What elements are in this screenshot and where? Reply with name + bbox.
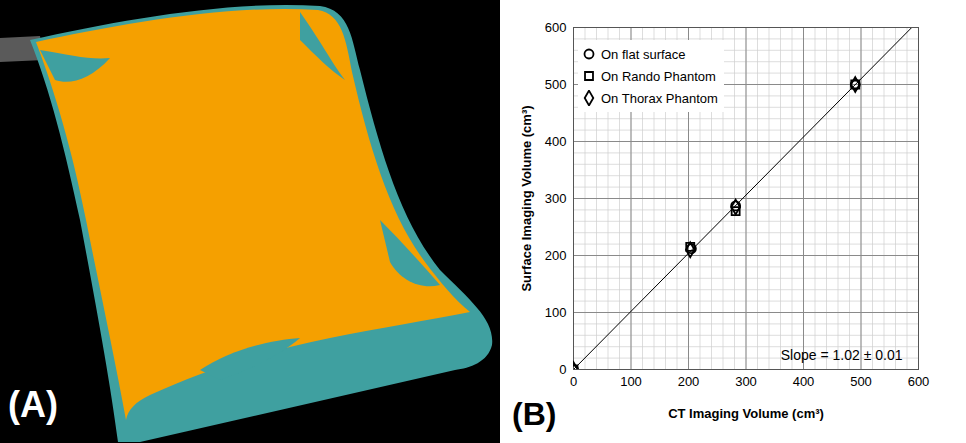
svg-text:200: 200 (678, 374, 700, 389)
svg-text:300: 300 (545, 191, 567, 206)
svg-text:500: 500 (545, 77, 567, 92)
html-text:On flat surface: On flat surface (601, 46, 686, 62)
svg-text:300: 300 (735, 374, 757, 389)
svg-text:0: 0 (570, 374, 577, 389)
html-text:On Rando Phantom: On Rando Phantom (601, 68, 716, 84)
svg-text:Slope = 1.02 ± 0.01: Slope = 1.02 ± 0.01 (781, 347, 903, 363)
svg-text:Surface Imaging Volume (cm³): Surface Imaging Volume (cm³) (519, 105, 534, 291)
svg-text:100: 100 (620, 374, 642, 389)
svg-text:0: 0 (559, 362, 566, 377)
svg-text:600: 600 (545, 20, 567, 35)
svg-text:400: 400 (793, 374, 815, 389)
html-text:(A): (A) (8, 384, 58, 425)
svg-text:500: 500 (850, 374, 872, 389)
svg-text:100: 100 (545, 305, 567, 320)
html-text:On Thorax Phantom: On Thorax Phantom (601, 90, 718, 106)
svg-text:600: 600 (908, 374, 930, 389)
html-text:(B): (B) (512, 396, 557, 432)
svg-text:200: 200 (545, 248, 567, 263)
svg-text:CT Imaging Volume (cm³): CT Imaging Volume (cm³) (668, 406, 824, 421)
svg-text:400: 400 (545, 134, 567, 149)
